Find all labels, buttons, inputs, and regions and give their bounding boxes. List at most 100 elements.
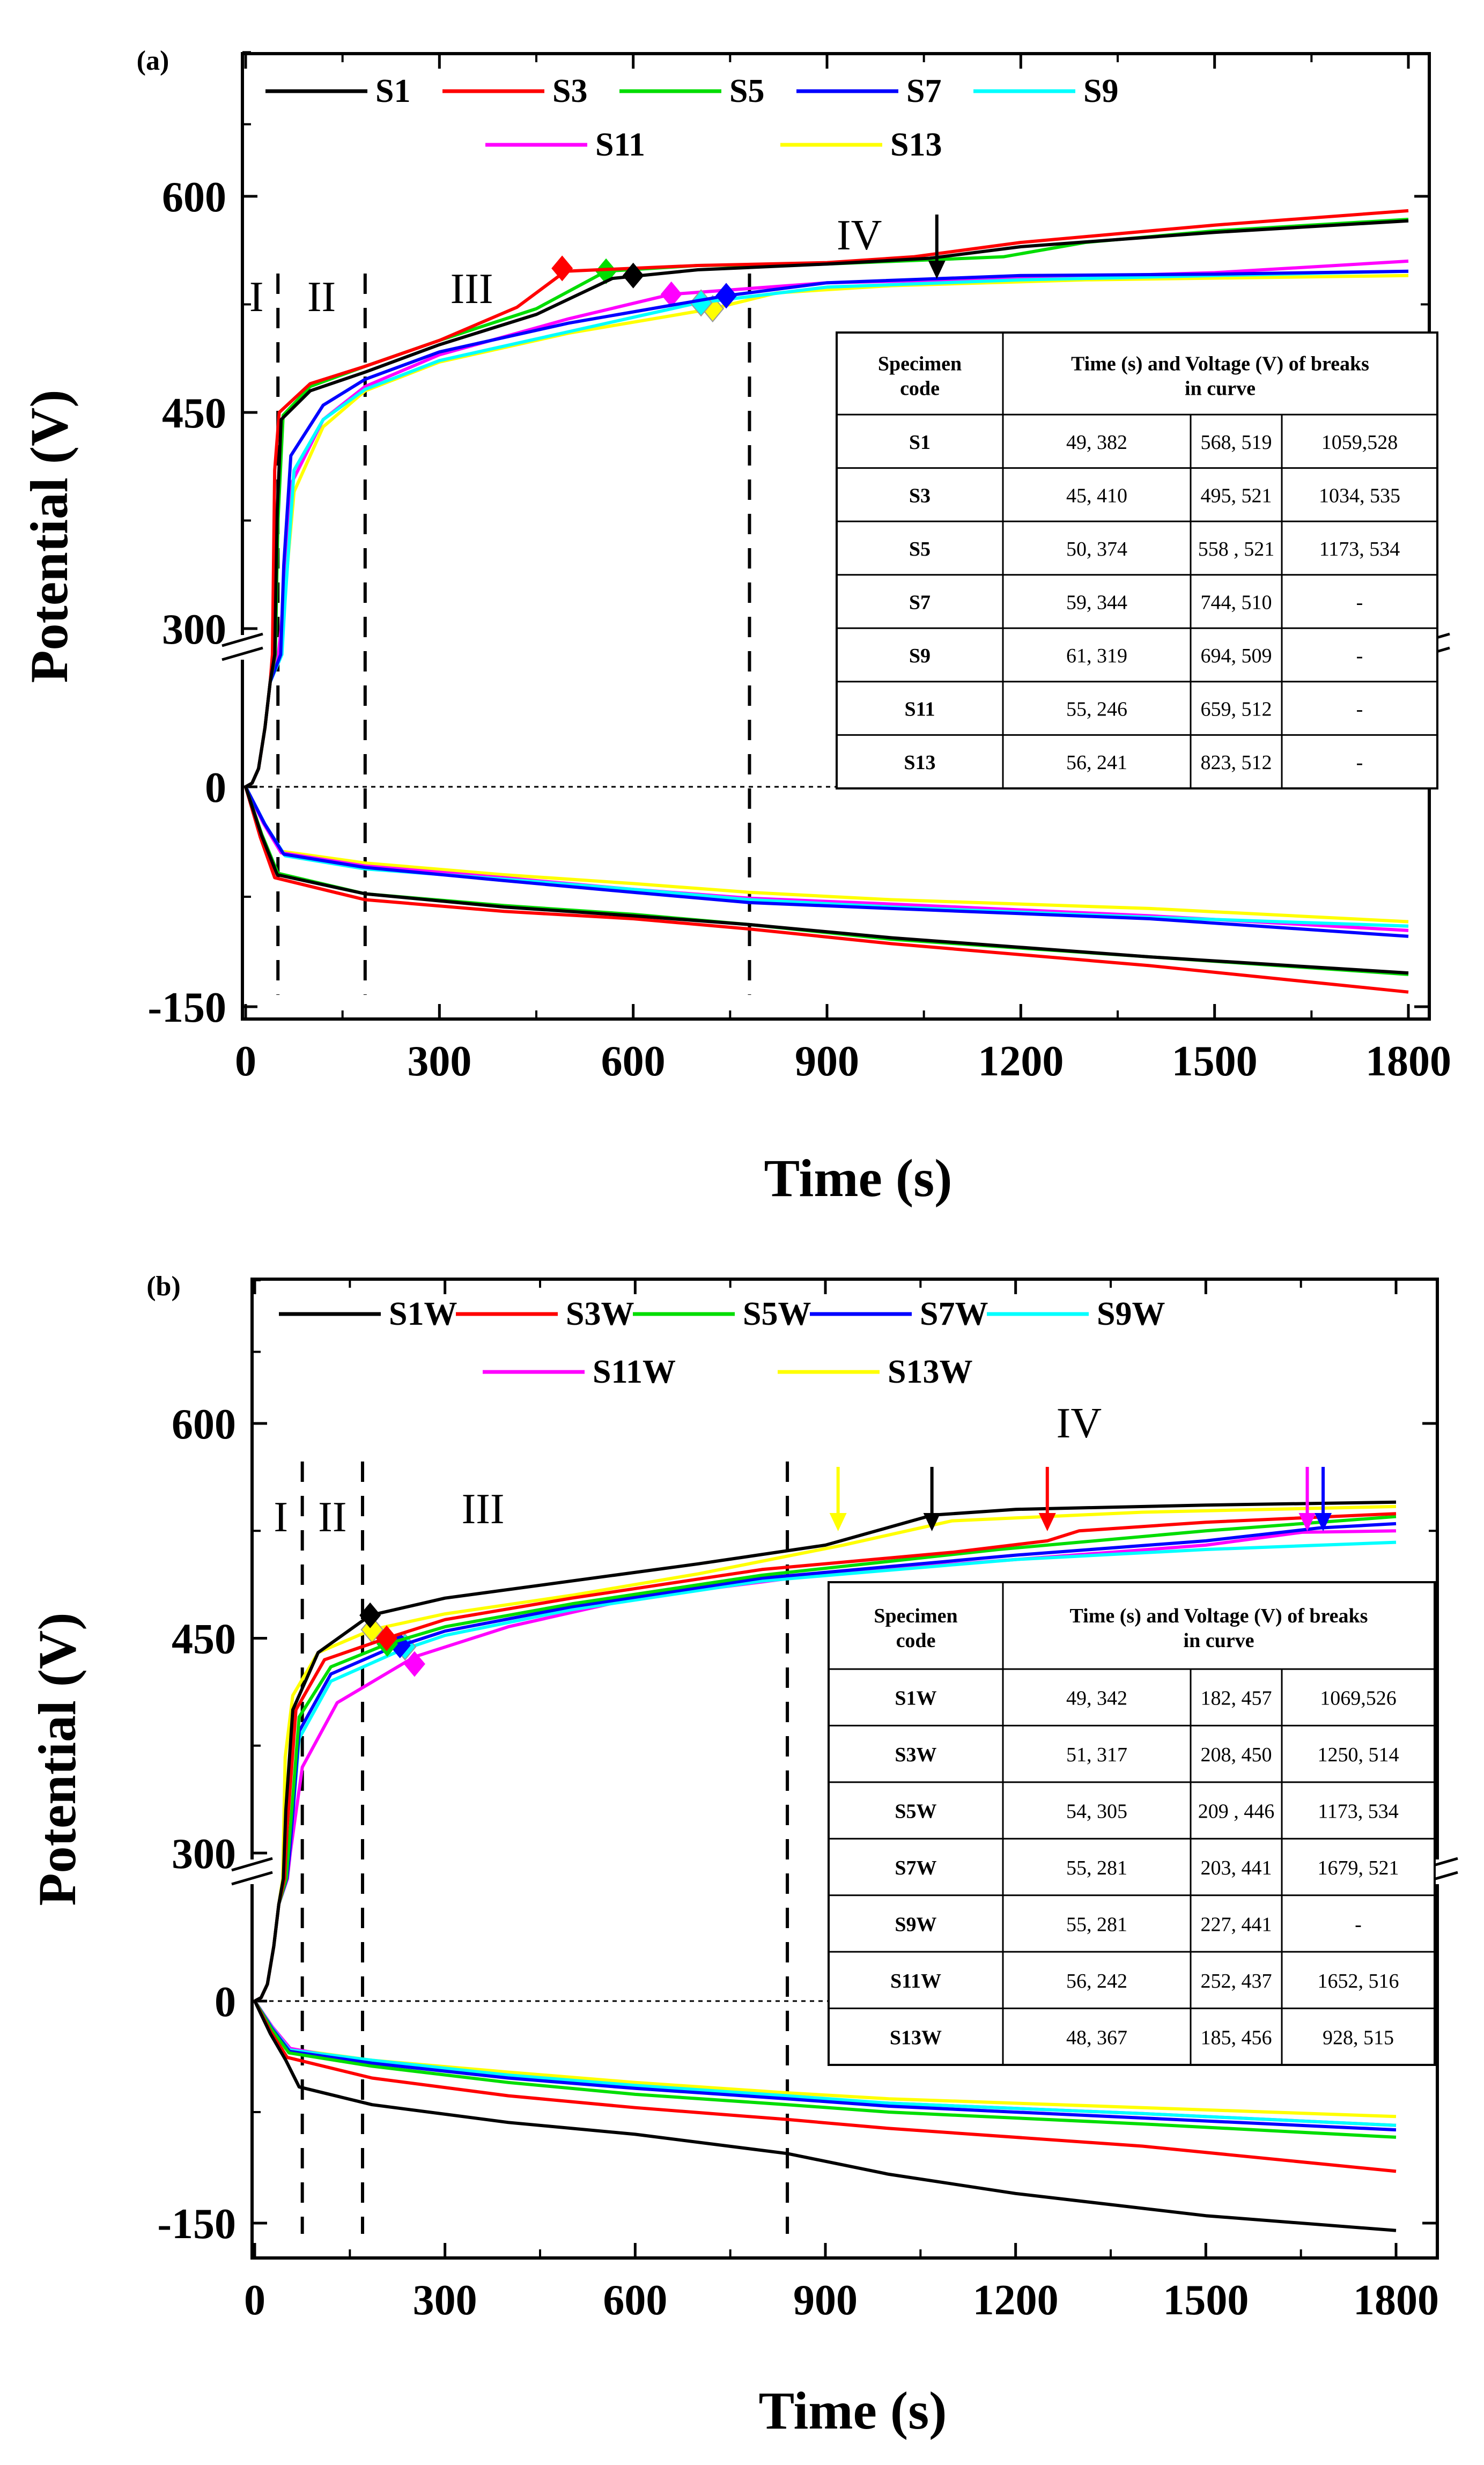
legend-label-S9: S9 — [1083, 73, 1118, 109]
y-axis-title: Potential (V) — [19, 389, 79, 683]
x-tick-label: 1800 — [1353, 2277, 1439, 2324]
x-tick-label: 900 — [793, 2277, 858, 2324]
y-tick-label: 300 — [162, 606, 226, 653]
y-tick-label: -150 — [157, 2201, 236, 2248]
x-tick-label: 0 — [235, 1038, 256, 1085]
legend-label-S3W: S3W — [566, 1296, 634, 1332]
series-line-S3W-cathodic — [253, 2000, 1397, 2173]
table-cell: 1679, 521 — [1318, 1857, 1399, 1879]
legend-label-S11: S11 — [595, 127, 645, 163]
table-cell: S7 — [909, 592, 931, 614]
table-cell: 744, 510 — [1201, 592, 1272, 614]
x-tick-label: 900 — [795, 1038, 859, 1085]
x-tick-label: 1200 — [978, 1038, 1064, 1085]
table-cell: 1250, 514 — [1318, 1744, 1399, 1766]
break-marker-S7 — [715, 283, 737, 309]
table-header-col2: in curve — [1184, 1629, 1254, 1652]
table-cell: - — [1355, 1913, 1362, 1936]
table-cell: 823, 512 — [1201, 751, 1272, 774]
axis-break-mark — [222, 632, 263, 647]
table-cell: S5 — [909, 538, 931, 560]
table-cell: - — [1356, 698, 1363, 721]
legend-label-S13: S13 — [890, 127, 942, 163]
legend-label-S7: S7 — [906, 73, 941, 109]
y-axis-title: Potential (V) — [27, 1612, 87, 1906]
series-line-S5W-cathodic — [253, 2000, 1397, 2139]
table-cell: 182, 457 — [1201, 1687, 1272, 1710]
table-cell: 227, 441 — [1201, 1913, 1272, 1936]
table-cell: 50, 374 — [1066, 538, 1127, 560]
x-tick-label: 0 — [244, 2277, 265, 2324]
axis-break-mark — [222, 646, 263, 661]
region-label: II — [307, 274, 336, 321]
table-cell: 51, 317 — [1066, 1744, 1127, 1766]
table-cell: 203, 441 — [1201, 1857, 1272, 1879]
region-label: I — [249, 274, 264, 321]
plot-frame — [250, 1278, 1439, 2260]
table-frame — [828, 1581, 1436, 2066]
x-tick-label: 600 — [601, 1038, 666, 1085]
x-axis-title: Time (s) — [759, 2381, 947, 2440]
table-header-col2: in curve — [1185, 378, 1256, 400]
x-axis-title: Time (s) — [764, 1148, 953, 1208]
axis-break-mark — [231, 1857, 273, 1872]
break-arrow-head — [923, 1513, 941, 1531]
table-cell: - — [1356, 751, 1363, 774]
table-cell: 1173, 534 — [1319, 538, 1400, 560]
y-tick-label: 600 — [162, 174, 226, 221]
break-arrow-head — [1038, 1513, 1056, 1531]
table-cell: 568, 519 — [1201, 431, 1272, 454]
table-cell: 1034, 535 — [1319, 484, 1400, 507]
table-cell: 185, 456 — [1201, 2026, 1272, 2049]
break-marker-S11W — [403, 1651, 425, 1677]
table-cell: 49, 342 — [1066, 1687, 1127, 1710]
series-line-S7-cathodic — [244, 786, 1409, 938]
break-marker-S1W — [359, 1602, 381, 1628]
break-marker-S11 — [660, 281, 682, 307]
table-cell: 209 , 446 — [1198, 1800, 1275, 1823]
table-cell: 1652, 516 — [1318, 1970, 1399, 1992]
table-header-col1: Specimen — [874, 1605, 957, 1627]
table-cell: 928, 515 — [1323, 2026, 1394, 2049]
table-cell: 56, 241 — [1066, 751, 1127, 774]
series-line-S1-cathodic — [244, 786, 1409, 975]
table-cell: S3 — [909, 484, 931, 507]
table-cell: 56, 242 — [1066, 1970, 1127, 1992]
legend-label-S11W: S11W — [593, 1354, 676, 1390]
x-tick-label: 300 — [407, 1038, 471, 1085]
table-cell: S1 — [909, 431, 931, 454]
table-cell: 49, 382 — [1066, 431, 1127, 454]
x-tick-label: 300 — [413, 2277, 477, 2324]
table-header-col1: code — [900, 378, 940, 400]
region-label: IV — [837, 212, 882, 259]
table-cell: 61, 319 — [1066, 645, 1127, 667]
legend-label-S13W: S13W — [888, 1354, 972, 1390]
region-label: III — [462, 1486, 505, 1533]
table-cell: 55, 281 — [1066, 1913, 1127, 1936]
table-cell: S9 — [909, 645, 931, 667]
region-label: IV — [1057, 1400, 1102, 1447]
panel-label: (a) — [137, 46, 169, 76]
x-tick-label: 1500 — [1163, 2277, 1249, 2324]
x-tick-label: 1500 — [1172, 1038, 1258, 1085]
legend-label-S7W: S7W — [920, 1296, 988, 1332]
legend-label-S5: S5 — [729, 73, 764, 109]
table-cell: S11W — [890, 1970, 941, 1992]
table-cell: 558 , 521 — [1198, 538, 1275, 560]
table-cell: 55, 281 — [1066, 1857, 1127, 1879]
table-cell: S9W — [895, 1913, 936, 1936]
table-header-col2: Time (s) and Voltage (V) of breaks — [1071, 353, 1369, 375]
y-tick-label: 450 — [172, 1616, 236, 1663]
table-cell: 252, 437 — [1201, 1970, 1272, 1992]
legend-label-S1W: S1W — [389, 1296, 457, 1332]
table-cell: S1W — [895, 1687, 936, 1710]
table-cell: 45, 410 — [1066, 484, 1127, 507]
table-header-col2: Time (s) and Voltage (V) of breaks — [1070, 1605, 1368, 1627]
legend-label-S1: S1 — [375, 73, 410, 109]
table-header-col1: Specimen — [878, 353, 962, 375]
table-cell: S3W — [895, 1744, 936, 1766]
table-cell: 694, 509 — [1201, 645, 1272, 667]
break-arrow-head — [1298, 1513, 1316, 1531]
